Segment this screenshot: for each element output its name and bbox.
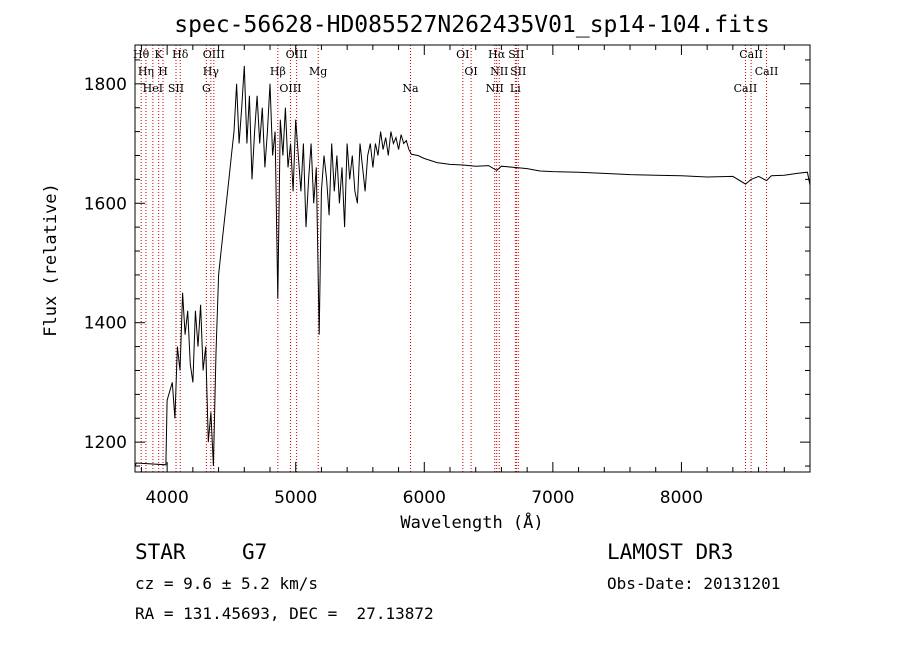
line-marker-label: OI xyxy=(464,65,477,78)
line-marker-label: NII xyxy=(490,65,508,78)
y-tick-label: 1800 xyxy=(84,75,127,95)
line-marker-label: CaII xyxy=(755,65,779,78)
spectrum-line xyxy=(134,65,811,467)
line-marker-label: OI xyxy=(456,48,469,61)
object-class: STAR xyxy=(135,540,186,564)
line-marker-label: NII xyxy=(486,82,504,95)
x-axis-ticks: 4000 5000 6000 7000 8000 xyxy=(140,45,811,508)
line-marker-label: Hθ xyxy=(133,48,150,61)
y-tick-label: 1400 xyxy=(84,314,127,334)
x-tick-label: 6000 xyxy=(403,488,446,508)
x-tick-label: 7000 xyxy=(531,488,574,508)
line-marker-label: H xyxy=(158,65,168,78)
y-axis-ticks: 1200 1400 1600 1800 xyxy=(84,59,810,467)
line-marker-label: Na xyxy=(402,82,419,95)
coordinates-readout: RA = 131.45693, DEC = 27.13872 xyxy=(135,604,434,623)
line-marker-label: Hγ xyxy=(203,65,220,78)
line-marker-label: Hδ xyxy=(172,48,189,61)
x-tick-label: 4000 xyxy=(146,488,189,508)
x-tick-label: 8000 xyxy=(660,488,703,508)
line-marker-label: SII xyxy=(510,65,526,78)
x-axis-label: Wavelength (Å) xyxy=(400,511,543,533)
line-marker-label: Mg xyxy=(309,65,327,78)
chart-title: spec-56628-HD085527N262435V01_sp14-104.f… xyxy=(174,12,769,38)
emission-line-labels: HθHηHeIKHSIIHδHγGOIIIHβOIIIOIIIMgNaOIOIN… xyxy=(133,48,778,95)
observation-date: Obs-Date: 20131201 xyxy=(607,574,781,593)
emission-line-markers xyxy=(140,45,768,472)
line-marker-label: Hα xyxy=(488,48,506,61)
redshift-readout: cz = 9.6 ± 5.2 km/s xyxy=(135,574,319,593)
line-marker-label: SII xyxy=(168,82,184,95)
object-subclass: G7 xyxy=(242,540,268,564)
line-marker-label: OIII xyxy=(279,82,301,95)
line-marker-label: Hη xyxy=(138,65,154,78)
line-marker-label: OIII xyxy=(203,48,225,61)
line-marker-label: Li xyxy=(510,82,521,95)
line-marker-label: Hβ xyxy=(270,65,286,78)
survey-name: LAMOST DR3 xyxy=(607,540,734,564)
line-marker-label: OIII xyxy=(286,48,308,61)
y-tick-label: 1600 xyxy=(84,194,127,214)
line-marker-label: K xyxy=(155,48,164,61)
plot-frame xyxy=(134,44,811,473)
y-axis-label: Flux (relative) xyxy=(41,183,61,337)
line-marker-label: CaII xyxy=(739,48,763,61)
y-tick-label: 1200 xyxy=(84,433,127,453)
line-marker-label: G xyxy=(202,82,211,95)
line-marker-label: SII xyxy=(508,48,524,61)
x-tick-label: 5000 xyxy=(274,488,317,508)
line-marker-label: HeI xyxy=(143,82,163,95)
line-marker-label: CaII xyxy=(734,82,758,95)
